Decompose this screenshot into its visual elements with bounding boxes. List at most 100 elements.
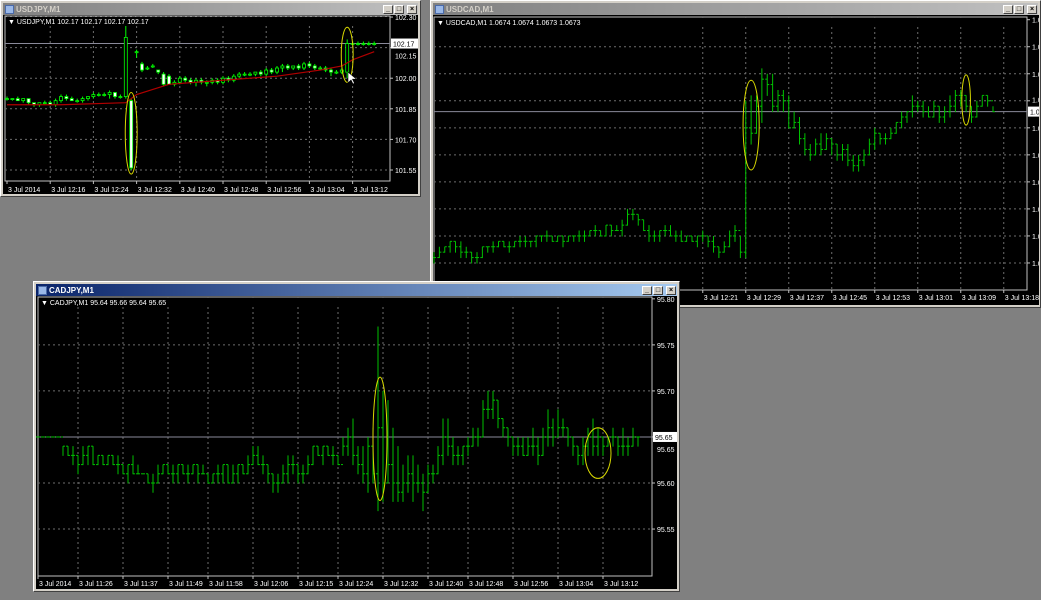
candle-bull [91, 94, 96, 97]
time-axis-label: 3 Jul 12:48 [469, 581, 503, 588]
time-axis-label: 3 Jul 11:37 [124, 581, 158, 588]
price-axis-label: 101.85 [395, 107, 417, 114]
price-chart-cadjpy[interactable]: 95.80 95.75 95.70 95.65 95.60 95.55 3 Jul 2014… [36, 296, 677, 589]
candle-bull [177, 77, 182, 83]
price-axis-label: 1.0685 [1032, 45, 1039, 52]
price-axis-label: 95.55 [657, 527, 675, 534]
close-button[interactable]: × [1027, 4, 1037, 14]
candle-bull [102, 94, 107, 96]
time-axis-label: 3 Jul 12:24 [339, 581, 373, 588]
chart-info-label: ▼ CADJPY,M1 95.64 95.66 95.64 95.65 [41, 300, 166, 307]
current-price-box [391, 38, 418, 49]
info-bar-bg [39, 298, 651, 307]
candle-bull [253, 71, 258, 75]
time-axis-label: 3 Jul 12:32 [384, 581, 418, 588]
close-button[interactable]: × [407, 4, 417, 14]
time-axis-label: 3 Jul 12:32 [138, 187, 172, 194]
maximize-button[interactable]: □ [394, 4, 404, 14]
title-bar[interactable]: USDCAD,M1 _ □ × [433, 3, 1038, 15]
chart-window-icon [38, 285, 47, 295]
time-axis-label: 3 Jul 12:56 [267, 187, 301, 194]
price-axis-label: 1.0680 [1032, 72, 1039, 79]
window-title: USDCAD,M1 [446, 4, 494, 14]
price-chart-usdjpy[interactable]: 102.30 102.15 102.00 101.85 101.70 101.55 3 Ju… [3, 15, 418, 194]
highlight-ellipse [124, 91, 138, 175]
candle-bull [10, 98, 15, 101]
candle-bull [264, 69, 269, 75]
time-axis-label: 3 Jul 11:58 [209, 581, 243, 588]
minimize-button[interactable]: _ [642, 285, 652, 295]
time-axis-label: 3 Jul 11:49 [169, 581, 203, 588]
title-bar[interactable]: CADJPY,M1 _ □ × [36, 284, 677, 296]
plot-frame [433, 16, 1028, 291]
candle-bear [307, 63, 312, 67]
time-axis-label: 3 Jul 11:26 [79, 581, 113, 588]
time-axis-label: 3 Jul 13:01 [919, 295, 953, 302]
minimize-button[interactable]: _ [1003, 4, 1013, 14]
time-axis-label: 3 Jul 12:15 [299, 581, 333, 588]
candle-bull [21, 98, 26, 102]
maximize-button[interactable]: □ [653, 285, 663, 295]
info-bar-bg [6, 17, 389, 26]
price-axis-label: 95.60 [657, 481, 675, 488]
current-price-label: 102.17 [393, 42, 415, 49]
candle-bear [296, 65, 301, 69]
time-axis-label: 3 Jul 12:29 [747, 295, 781, 302]
price-chart-usdcad[interactable]: 1.0690 1.0685 1.0680 1.0675 1.0670 1.0665 1.06… [433, 15, 1039, 305]
candle-bull [86, 96, 90, 100]
current-price-label: 1.0673 [1030, 110, 1039, 117]
price-axis-label: 1.0675 [1032, 98, 1039, 105]
time-axis-label: 3 Jul 13:18 [1005, 295, 1039, 302]
time-axis-label: 3 Jul 12:16 [51, 187, 85, 194]
candle-bull [291, 65, 296, 69]
chart-window-icon [5, 4, 14, 14]
time-axis-label: 3 Jul 13:04 [559, 581, 593, 588]
candle-bull [231, 75, 236, 81]
highlight-ellipse [961, 74, 971, 126]
chart-window-icon [435, 4, 444, 14]
time-axis-label: 3 Jul 13:12 [354, 187, 388, 194]
time-axis-label: 3 Jul 12:56 [514, 581, 548, 588]
candle-bull [356, 43, 360, 45]
candle-bull [275, 67, 279, 73]
highlight-ellipse [372, 376, 388, 501]
candle-bear [69, 98, 74, 102]
highlight-ellipse [584, 427, 612, 479]
candle-bear [15, 98, 20, 102]
moving-average-line [7, 51, 375, 106]
price-axis-label: 95.80 [657, 297, 675, 304]
time-axis-label: 3 Jul 2014 [8, 187, 40, 194]
chart-info-label: ▼ USDJPY,M1 102.17 102.17 102.17 102.17 [8, 19, 149, 26]
price-axis-label: 102.00 [395, 76, 417, 83]
candle-bull [5, 98, 9, 101]
time-axis-label: 3 Jul 12:40 [429, 581, 463, 588]
candle-bull [280, 65, 285, 69]
plot-frame [4, 15, 391, 182]
time-axis-label: 3 Jul 12:48 [224, 187, 258, 194]
candle-bear [129, 100, 134, 169]
time-axis-label: 3 Jul 12:06 [254, 581, 288, 588]
candle-bear [140, 63, 144, 71]
candle-bull [372, 43, 377, 45]
candle-bull [366, 43, 371, 45]
candle-bull [345, 43, 350, 73]
price-axis-label: 102.30 [395, 15, 417, 22]
maximize-button[interactable]: □ [1014, 4, 1024, 14]
candle-bear [312, 65, 317, 69]
candle-bull [123, 37, 128, 97]
candle-bull [75, 100, 80, 103]
current-price-box [653, 431, 677, 442]
price-axis-label: 1.0665 [1032, 153, 1039, 160]
price-axis-label: 101.55 [395, 168, 417, 175]
candle-bull [107, 92, 112, 95]
candle-bear [188, 79, 193, 83]
candle-bull [242, 73, 247, 76]
time-axis-label: 3 Jul 2014 [39, 581, 71, 588]
minimize-button[interactable]: _ [383, 4, 393, 14]
title-bar[interactable]: USDJPY,M1 _ □ × [3, 3, 418, 15]
window-title: CADJPY,M1 [49, 285, 94, 295]
price-axis-label: 101.70 [395, 137, 417, 144]
candle-bull [145, 67, 150, 70]
close-button[interactable]: × [666, 285, 676, 295]
candle-bull [334, 71, 339, 74]
